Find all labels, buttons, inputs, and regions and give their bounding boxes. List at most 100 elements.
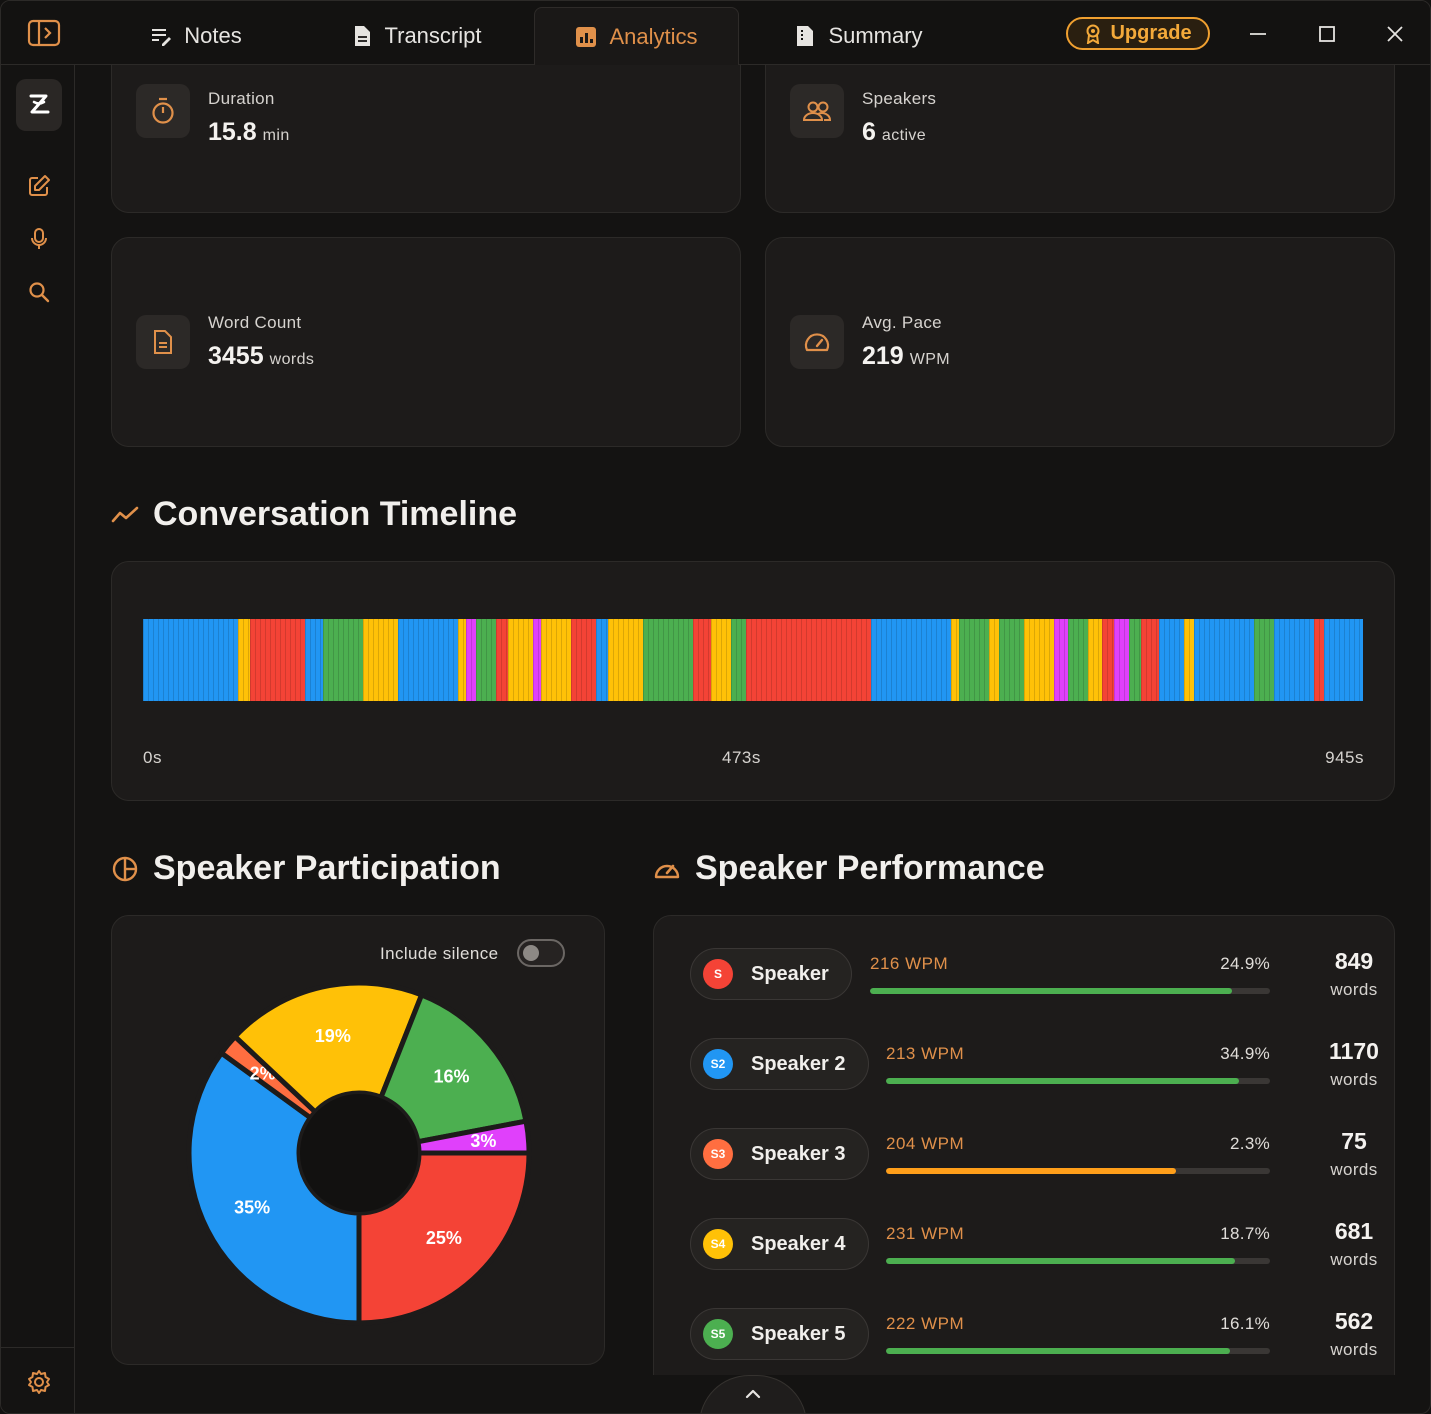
speaker-word-count: 849 bbox=[1334, 948, 1374, 974]
timeline-segment bbox=[363, 619, 398, 701]
timeline-segment bbox=[1184, 619, 1194, 701]
speaker-badge: S4 bbox=[703, 1229, 733, 1259]
maximize-icon[interactable] bbox=[1312, 19, 1342, 49]
timeline-segment bbox=[1088, 619, 1102, 701]
timeline-segment bbox=[711, 619, 731, 701]
speaker-name: Speaker 3 bbox=[751, 1142, 846, 1165]
speakers-value: 6 active bbox=[862, 118, 927, 146]
timeline-segment bbox=[871, 619, 951, 701]
speaker-chip[interactable]: S3 Speaker 3 bbox=[690, 1128, 869, 1180]
close-icon[interactable] bbox=[1380, 19, 1410, 49]
speaker-words-label: words bbox=[1330, 1340, 1378, 1359]
speaker-chip[interactable]: S2 Speaker 2 bbox=[690, 1038, 869, 1090]
tab-transcript[interactable]: Transcript bbox=[326, 7, 506, 65]
duration-card: Duration 15.8 min bbox=[111, 65, 741, 213]
timeline-segment bbox=[238, 619, 250, 701]
scroll-up-button[interactable] bbox=[699, 1375, 807, 1413]
gear-icon[interactable] bbox=[23, 1366, 55, 1398]
pie-slice[interactable] bbox=[231, 980, 425, 1116]
speaker-pace-bar bbox=[870, 988, 1270, 994]
timeline-segment bbox=[951, 619, 959, 701]
timeline-bar[interactable] bbox=[143, 619, 1363, 701]
participation-donut-chart: 25%35%2%19%16%3% bbox=[186, 980, 532, 1326]
pie-slice[interactable] bbox=[186, 1049, 362, 1326]
timeline-segment bbox=[999, 619, 1024, 701]
timeline-segment bbox=[250, 619, 305, 701]
timeline-title: Conversation Timeline bbox=[111, 495, 517, 534]
speaker-badge: S3 bbox=[703, 1139, 733, 1169]
tab-summary[interactable]: Summary bbox=[771, 7, 946, 65]
tab-notes[interactable]: Notes bbox=[111, 7, 281, 65]
timeline-segment bbox=[1141, 619, 1159, 701]
pie-slice[interactable] bbox=[415, 1118, 532, 1156]
speaker-share: 16.1% bbox=[1220, 1314, 1270, 1333]
speakers-label: Speakers bbox=[862, 89, 937, 108]
speaker-pace-bar bbox=[886, 1078, 1270, 1084]
pie-slice-label: 3% bbox=[470, 1131, 496, 1151]
document-icon bbox=[354, 26, 370, 46]
sidebar-toggle-icon[interactable] bbox=[27, 19, 61, 47]
avg-pace-card: Avg. Pace 219 WPM bbox=[765, 237, 1395, 447]
speaker-words-label: words bbox=[1330, 1160, 1378, 1179]
speaker-share: 2.3% bbox=[1230, 1134, 1270, 1153]
timeline-segment bbox=[1129, 619, 1141, 701]
timeline-segment bbox=[1274, 619, 1314, 701]
performance-title: Speaker Performance bbox=[653, 849, 1045, 888]
minimize-icon[interactable] bbox=[1243, 19, 1273, 49]
duration-value: 15.8 min bbox=[208, 118, 290, 146]
timeline-segment bbox=[1114, 619, 1129, 701]
title-bar: Notes Transcript Analytics Summary Upgra… bbox=[1, 1, 1430, 65]
pie-slice[interactable] bbox=[356, 1150, 532, 1326]
upgrade-button[interactable]: Upgrade bbox=[1066, 17, 1210, 50]
timeline-end-label: 945s bbox=[1325, 748, 1364, 767]
timeline-segment bbox=[1194, 619, 1254, 701]
speaker-words-label: words bbox=[1330, 1070, 1378, 1089]
timeline-segment bbox=[541, 619, 571, 701]
timeline-segment bbox=[608, 619, 643, 701]
speaker-pace-bar bbox=[886, 1258, 1270, 1264]
speaker-pace-fill bbox=[886, 1078, 1240, 1084]
app-logo-icon[interactable] bbox=[16, 79, 62, 131]
speedometer-icon bbox=[654, 864, 680, 878]
timeline-segment bbox=[398, 619, 458, 701]
timer-icon bbox=[136, 84, 190, 138]
speaker-pace-bar bbox=[886, 1348, 1270, 1354]
pie-slice-label: 16% bbox=[433, 1067, 469, 1087]
timeline-segment bbox=[1159, 619, 1184, 701]
speaker-chip[interactable]: S5 Speaker 5 bbox=[690, 1308, 869, 1360]
tab-notes-label: Notes bbox=[184, 23, 242, 48]
timeline-segment bbox=[1054, 619, 1068, 701]
speaker-badge: S bbox=[703, 959, 733, 989]
include-silence-toggle[interactable] bbox=[517, 939, 565, 967]
edit-icon[interactable] bbox=[23, 170, 55, 202]
speaker-word-count: 75 bbox=[1341, 1128, 1367, 1154]
timeline-segment bbox=[458, 619, 466, 701]
timeline-segment bbox=[466, 619, 476, 701]
speaker-words-label: words bbox=[1330, 980, 1378, 999]
chevron-up-icon bbox=[745, 1389, 761, 1399]
timeline-segment bbox=[508, 619, 533, 701]
word-count-value: 3455 words bbox=[208, 342, 315, 370]
microphone-icon[interactable] bbox=[23, 223, 55, 255]
speaker-row: S3 Speaker 3 204 WPM 2.3% 75 words bbox=[690, 1128, 1394, 1180]
search-icon[interactable] bbox=[23, 276, 55, 308]
performance-card: S Speaker 216 WPM 24.9% 849 words S2 Speaker 2 2… bbox=[653, 915, 1395, 1375]
timeline-segment bbox=[1254, 619, 1274, 701]
tab-analytics[interactable]: Analytics bbox=[534, 7, 739, 65]
award-icon bbox=[1086, 24, 1100, 44]
word-count-card: Word Count 3455 words bbox=[111, 237, 741, 447]
tab-transcript-label: Transcript bbox=[384, 23, 482, 48]
pie-slice[interactable] bbox=[377, 991, 529, 1145]
pie-chart-icon bbox=[112, 856, 138, 881]
include-silence-label: Include silence bbox=[380, 944, 499, 963]
speaker-row: S4 Speaker 4 231 WPM 18.7% 681 words bbox=[690, 1218, 1394, 1270]
donut-hole bbox=[300, 1094, 418, 1212]
timeline-segment bbox=[731, 619, 746, 701]
pie-slice-label: 25% bbox=[426, 1228, 462, 1248]
timeline-segment bbox=[1024, 619, 1054, 701]
speakers-card: Speakers 6 active bbox=[765, 65, 1395, 213]
speaker-chip[interactable]: S Speaker bbox=[690, 948, 852, 1000]
speaker-badge: S2 bbox=[703, 1049, 733, 1079]
speaker-chip[interactable]: S4 Speaker 4 bbox=[690, 1218, 869, 1270]
